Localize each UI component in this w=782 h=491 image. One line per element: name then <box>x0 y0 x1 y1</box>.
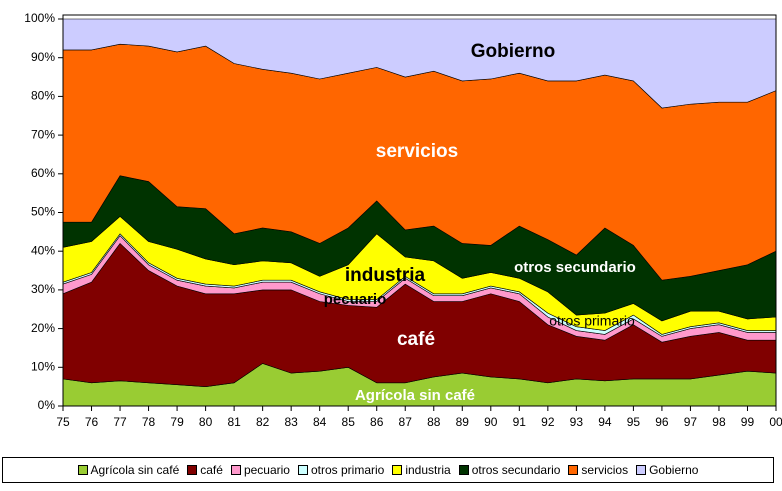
x-tick-label: 82 <box>256 415 270 429</box>
legend-item: Agrícola sin café <box>77 463 180 477</box>
x-tick-label: 00 <box>769 415 782 429</box>
legend-swatch <box>77 465 88 475</box>
x-tick-label: 79 <box>170 415 184 429</box>
legend-label: industria <box>405 463 451 477</box>
legend-swatch <box>230 465 241 475</box>
series-label: pecuario <box>324 291 387 308</box>
x-tick-label: 92 <box>541 415 555 429</box>
x-tick-label: 86 <box>370 415 384 429</box>
y-tick-label: 20% <box>31 321 55 335</box>
x-tick-label: 75 <box>56 415 70 429</box>
x-tick-label: 84 <box>313 415 327 429</box>
series-label: servicios <box>376 141 458 162</box>
legend-swatch <box>187 465 198 475</box>
legend-label: servicios <box>581 463 629 477</box>
legend-label: otros secundario <box>471 463 561 477</box>
x-tick-label: 88 <box>427 415 441 429</box>
x-tick-label: 90 <box>484 415 498 429</box>
legend-label: otros primario <box>310 463 385 477</box>
x-tick-label: 83 <box>284 415 298 429</box>
y-tick-label: 40% <box>31 243 55 257</box>
legend: Agrícola sin café café pecuario otros prima… <box>2 457 774 483</box>
y-tick-label: 70% <box>31 127 55 141</box>
legend-swatch <box>297 465 308 475</box>
x-tick-label: 95 <box>627 415 641 429</box>
series-label: Agrícola sin café <box>355 387 475 404</box>
series-label: industria <box>345 265 426 286</box>
legend-item: otros secundario <box>458 463 561 477</box>
x-tick-label: 80 <box>199 415 213 429</box>
y-tick-label: 60% <box>31 166 55 180</box>
series-label: Gobierno <box>471 41 555 62</box>
x-tick-label: 78 <box>142 415 156 429</box>
x-tick-label: 99 <box>741 415 755 429</box>
y-tick-label: 10% <box>31 359 55 373</box>
x-tick-label: 89 <box>456 415 470 429</box>
legend-swatch <box>458 465 469 475</box>
legend-item: café <box>187 463 223 477</box>
legend-swatch <box>392 465 403 475</box>
series-label: otros secundario <box>514 259 636 276</box>
y-tick-label: 30% <box>31 282 55 296</box>
y-tick-label: 80% <box>31 89 55 103</box>
x-tick-label: 81 <box>227 415 241 429</box>
x-tick-label: 76 <box>85 415 99 429</box>
x-tick-label: 77 <box>113 415 127 429</box>
legend-label: Gobierno <box>649 463 699 477</box>
x-tick-label: 85 <box>342 415 356 429</box>
y-tick-label: 50% <box>31 205 55 219</box>
x-tick-label: 94 <box>598 415 612 429</box>
x-tick-label: 91 <box>513 415 527 429</box>
legend-item: Gobierno <box>636 463 698 477</box>
x-tick-label: 98 <box>712 415 726 429</box>
series-label: otros primario <box>549 313 635 329</box>
x-tick-label: 97 <box>684 415 698 429</box>
chart: 0% 10% 20% 30% 40% 50% 60% 70% 80% 90% 100% 75 76 77 7… <box>24 11 782 429</box>
legend-label: pecuario <box>243 463 290 477</box>
legend-item: pecuario <box>230 463 290 477</box>
y-tick-label: 90% <box>31 50 55 64</box>
x-tick-label: 87 <box>399 415 413 429</box>
legend-label: café <box>200 463 223 477</box>
y-tick-label: 100% <box>24 11 55 25</box>
legend-swatch <box>636 465 647 475</box>
series-label: café <box>397 329 435 350</box>
y-tick-label: 0% <box>38 398 56 412</box>
x-tick-label: 93 <box>570 415 584 429</box>
legend-item: otros primario <box>297 463 385 477</box>
legend-swatch <box>568 465 579 475</box>
legend-item: industria <box>392 463 451 477</box>
x-tick-label: 96 <box>655 415 669 429</box>
legend-item: servicios <box>568 463 628 477</box>
legend-label: Agrícola sin café <box>90 463 180 477</box>
